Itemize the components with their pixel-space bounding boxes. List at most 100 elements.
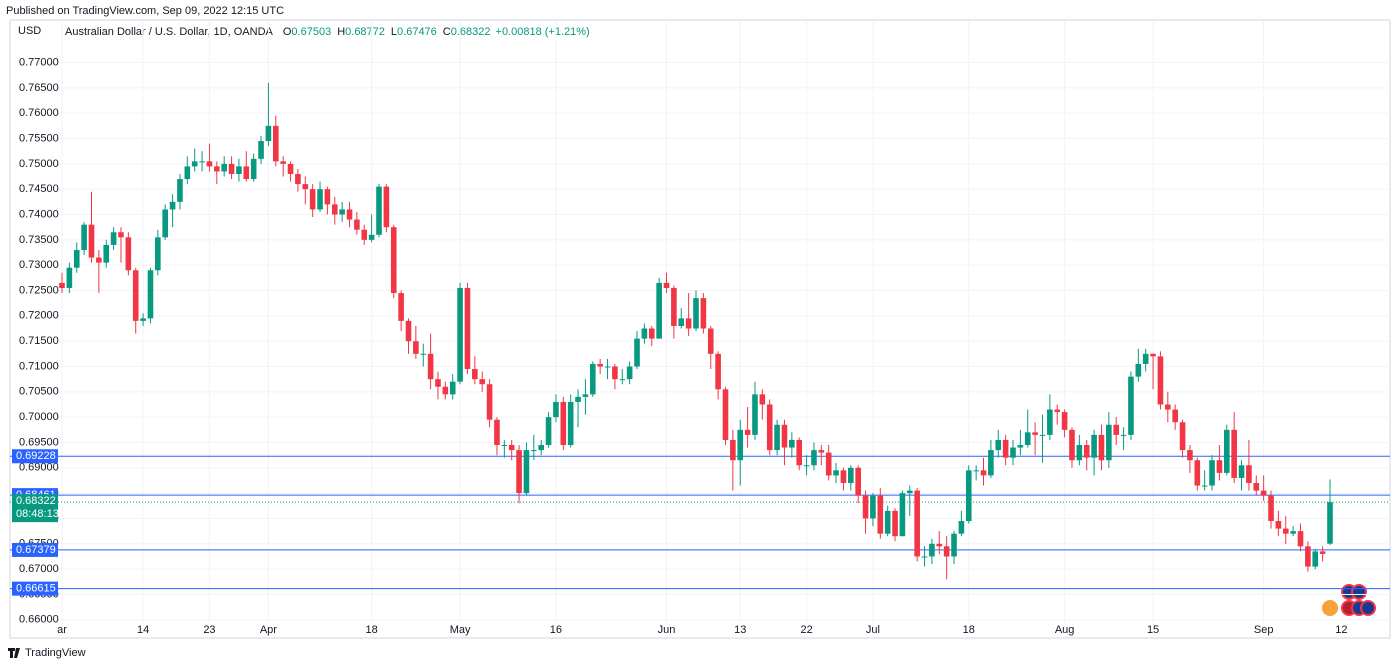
candle-body (648, 328, 655, 339)
candle-body (236, 166, 242, 174)
candle-body (140, 318, 146, 321)
candle-body (752, 394, 758, 435)
candle-body (516, 450, 522, 494)
candle-body (1246, 465, 1252, 484)
candle-body (1165, 404, 1171, 410)
legend-key: L (391, 26, 397, 38)
candle-body (825, 452, 832, 476)
candle-body (1201, 485, 1208, 487)
y-tick-label: 0.77000 (19, 56, 59, 68)
candle-body (317, 189, 323, 210)
candle-body (420, 353, 427, 355)
candle-body (914, 490, 920, 557)
legend-symbol: Australian Dollar / U.S. Dollar, 1D, OAN… (65, 26, 274, 38)
candle-body (147, 270, 154, 319)
flag-icons (1322, 584, 1376, 616)
y-tick-label: 0.70000 (19, 411, 59, 423)
y-tick-label: 0.73500 (19, 234, 59, 246)
candle-body (685, 318, 692, 329)
candle-body (59, 282, 65, 288)
level-label-box (12, 449, 58, 464)
candle-body (707, 328, 714, 354)
candle-body (567, 401, 574, 446)
y-tick-label: 0.66000 (19, 614, 59, 626)
x-tick-label: 12 (1335, 624, 1347, 636)
candle-body (486, 384, 493, 420)
candle-body (1083, 445, 1090, 458)
currency: USD (18, 25, 41, 37)
countdown: 08:48:13 (16, 508, 59, 520)
candle-body (781, 424, 788, 448)
y-tick-label: 0.69000 (19, 462, 59, 474)
candle-body (862, 495, 869, 519)
candle-body (214, 166, 220, 172)
candle-body (892, 510, 898, 537)
legend-key: C (443, 26, 451, 38)
candle-body (774, 424, 780, 451)
candle-body (626, 366, 633, 380)
x-tick-label: Jun (658, 624, 676, 636)
candle-body (1106, 424, 1112, 461)
candle-body (331, 204, 338, 215)
candle-body (162, 209, 169, 238)
candle-body (1319, 551, 1326, 554)
last-price-label: 0.68322 (16, 495, 56, 507)
candle-body (884, 510, 891, 534)
candle-body (833, 470, 839, 476)
candle-body (943, 546, 950, 557)
candle-body (730, 439, 736, 461)
candle-body (671, 287, 677, 326)
candle-body (906, 490, 913, 494)
candle-body (575, 396, 581, 402)
candle-body (243, 166, 250, 180)
chart-frame (9, 19, 1391, 639)
y-tick-label: 0.72500 (19, 284, 59, 296)
level-label: 0.66615 (16, 583, 56, 595)
candle-body (899, 493, 906, 537)
candle-body (634, 338, 640, 367)
candle-body (597, 363, 603, 367)
candle-body (508, 445, 515, 451)
x-tick-label: Aug (1055, 624, 1075, 636)
x-tick-label: 22 (800, 624, 812, 636)
candle-body (1069, 429, 1075, 461)
candle-body (199, 161, 205, 163)
candle-body (840, 470, 847, 484)
candle-body (641, 328, 648, 339)
candle-body (1223, 429, 1230, 473)
candle-body (177, 179, 183, 202)
candle-body (354, 219, 360, 230)
candle-body (980, 470, 987, 476)
y-tick-label: 0.72000 (19, 310, 59, 322)
y-tick-label: 0.76500 (19, 82, 59, 94)
last-price-box (12, 494, 58, 523)
candle-body (1054, 409, 1061, 413)
legend-key: O (283, 26, 292, 38)
x-tick-label: 18 (366, 624, 378, 636)
candle-body (789, 439, 795, 448)
candle-body (383, 186, 390, 228)
candle-body (368, 234, 375, 240)
candle-body (258, 141, 264, 159)
x-tick-label: Sep (1254, 624, 1274, 636)
candle-body (132, 270, 139, 321)
candle-body (118, 232, 124, 238)
x-tick-label: 16 (550, 624, 562, 636)
candle-body (110, 232, 117, 245)
candle-body (1231, 429, 1237, 478)
y-tick-label: 0.69500 (19, 436, 59, 448)
y-tick-label: 0.76000 (19, 107, 59, 119)
x-tick-label: ar (57, 624, 67, 636)
candle-body (1135, 363, 1142, 377)
candle-body (582, 394, 589, 397)
candle-body (376, 186, 382, 235)
candle-body (464, 287, 471, 370)
candle-body (818, 450, 825, 453)
candle-body (221, 163, 227, 172)
candle-body (272, 125, 279, 162)
candle-body (796, 439, 803, 466)
y-tick-label: 0.75500 (19, 132, 59, 144)
candle-body (169, 201, 176, 210)
footer-brand: TradingView (25, 647, 86, 659)
